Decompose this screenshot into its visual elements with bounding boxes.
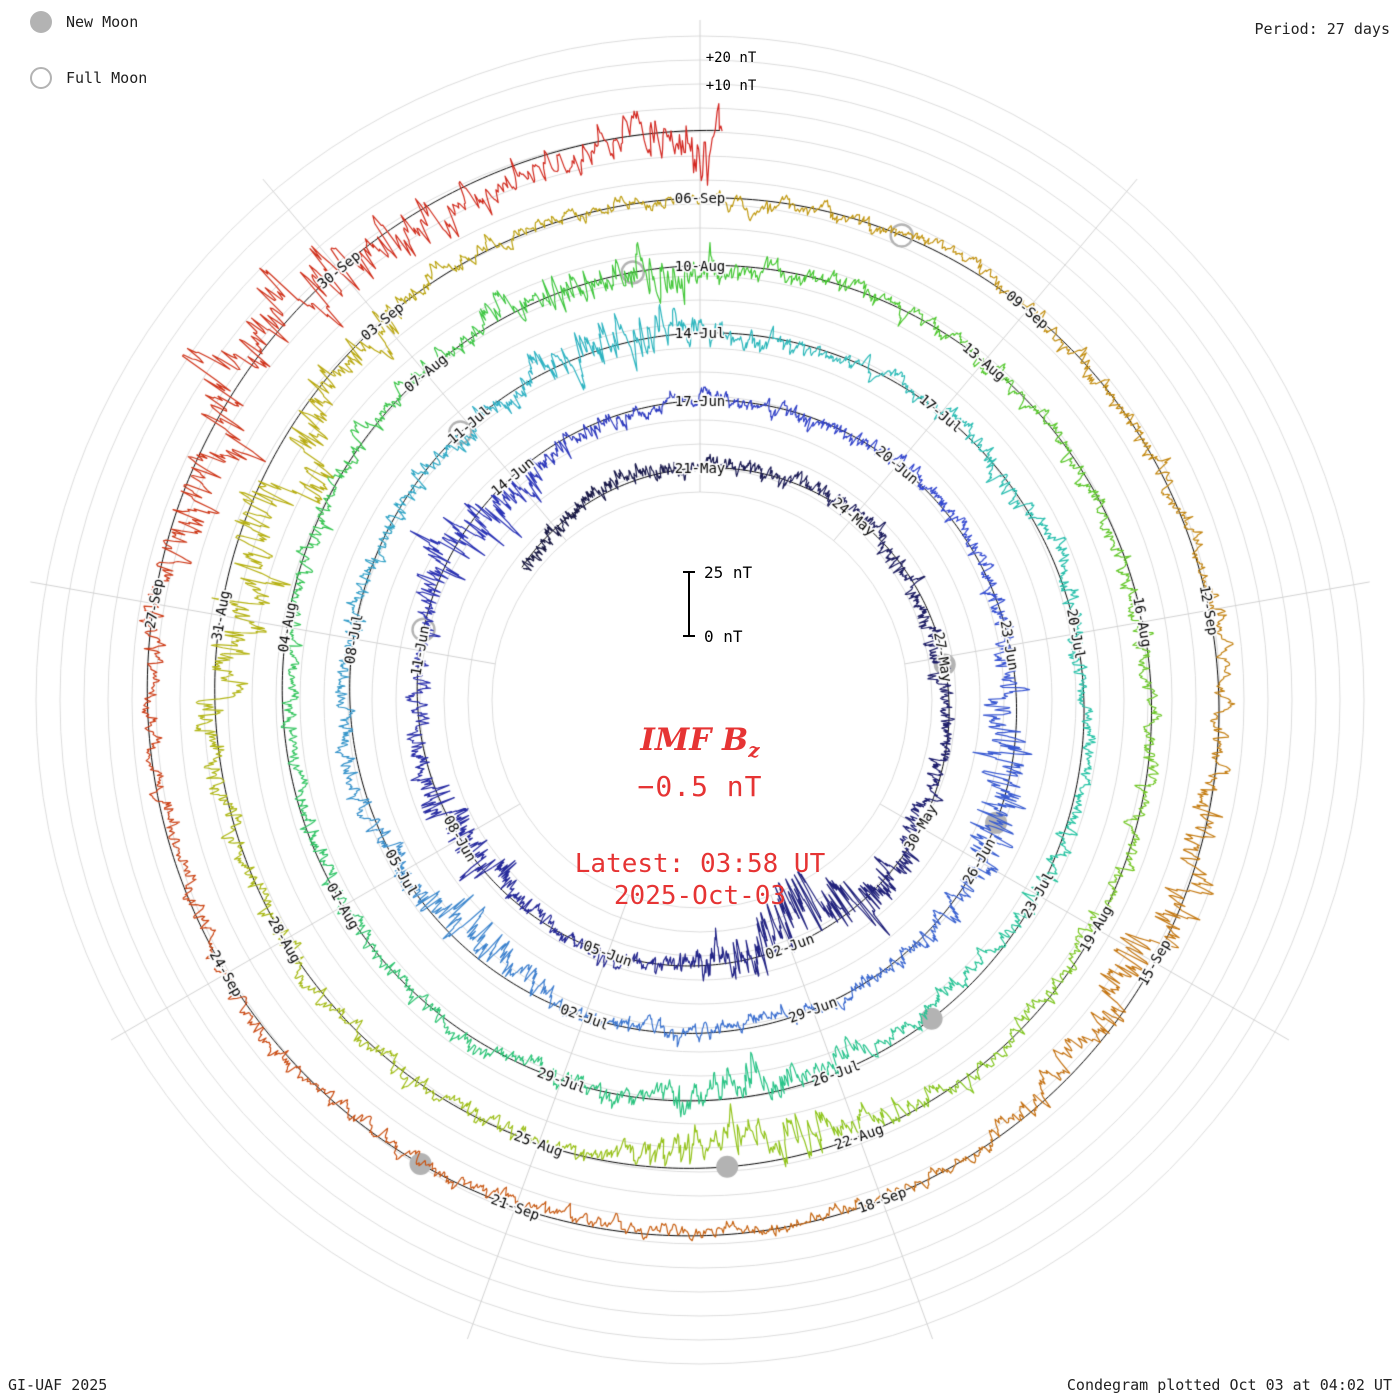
period-label: Period: 27 days [1254,20,1390,38]
scale-bar-bottom-label: 0 nT [704,627,743,646]
parameter-title-text: IMF B [640,722,749,758]
latest-date-label: 2025-Oct-03 [613,881,787,912]
moon-legend: New Moon Full Moon [30,10,147,122]
scale-bar-line [683,571,695,637]
credit-label: GI-UAF 2025 [8,1376,108,1394]
legend-new-moon: New Moon [30,10,147,34]
center-annotation: IMF Bz −0.5 nT Latest: 03:58 UT 2025-Oct… [575,723,825,911]
current-value: −0.5 nT [637,770,763,804]
full-moon-icon [30,67,52,89]
plotted-timestamp-label: Condegram plotted Oct 03 at 04:02 UT [1066,1376,1392,1394]
new-moon-label: New Moon [66,13,139,31]
new-moon-icon [30,11,52,33]
latest-time-label: Latest: 03:58 UT [574,849,826,880]
parameter-title: IMF Bz [575,723,825,767]
legend-full-moon: Full Moon [30,66,147,90]
outer-scale-plus10-label: +10 nT [705,78,757,94]
scale-bar-top-label: 25 nT [704,563,753,582]
outer-scale-plus20-label: +20 nT [705,50,757,66]
full-moon-label: Full Moon [66,69,148,87]
parameter-title-subscript: z [748,738,760,763]
amplitude-scale-bar: 25 nT 0 nT [683,563,752,646]
